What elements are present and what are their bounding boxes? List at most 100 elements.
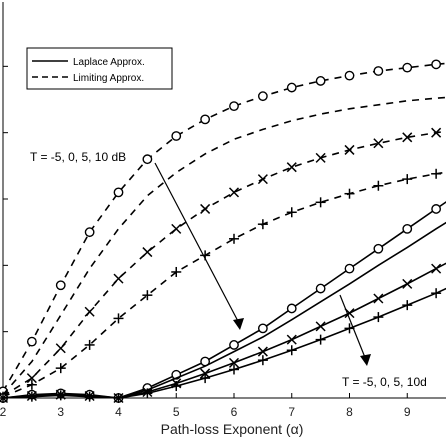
series-limiting-x-point-12-b: [344, 144, 355, 155]
series-limiting-circle-point-7: [200, 114, 211, 125]
series-limiting-circle-point-6: [171, 131, 182, 141]
series-limiting-x-point-4-b: [113, 273, 124, 284]
series-limiting-x-point-3-b: [84, 306, 95, 317]
x-tick-label-8: 8: [346, 405, 353, 419]
series-limiting-circle-point-4: [113, 187, 124, 198]
series-limiting-x-point-10: [286, 162, 297, 173]
series-limiting-plus-point-10: [286, 207, 297, 218]
series-limiting-x-point-15-b: [431, 127, 442, 138]
series-laplace-x-point-9: [257, 346, 268, 357]
series-limiting-x-point-6-b: [171, 223, 182, 234]
series-laplace-circle-point-9: [257, 323, 268, 334]
series-laplace-plus-point-13: [373, 312, 384, 323]
annotation-upper-arrowhead: [233, 318, 244, 330]
series-laplace-plus-point-6: [171, 381, 182, 392]
series-laplace-x-point-12-b: [344, 308, 355, 319]
series-limiting-x-point-2: [55, 343, 66, 354]
x-tick-label-7: 7: [288, 405, 295, 419]
series-limiting-plus-point-13: [373, 180, 384, 191]
series-laplace-plus-point-1: [26, 391, 37, 402]
x-tick-label-9: 9: [404, 405, 411, 419]
series-limiting-plus-point-2: [55, 363, 66, 374]
series-laplace-plus-point-3: [84, 391, 95, 402]
series-limiting-x-point-9: [257, 174, 268, 185]
series-limiting-x-point-1-b: [26, 373, 37, 384]
series-limiting-x-point-13: [373, 138, 384, 149]
series-limiting-none-line: [2, 96, 446, 396]
series-limiting-plus-point-11: [315, 197, 326, 208]
series-limiting-circle-point-12: [344, 70, 355, 81]
series-limiting-x-point-13-b: [373, 138, 384, 149]
series-limiting-x-point-8-b: [228, 187, 240, 198]
series-laplace-x-point-8: [228, 357, 240, 368]
series-limiting-plus-line: [2, 171, 446, 398]
series-limiting-x-point-14-b: [402, 132, 413, 143]
series-limiting-x-point-7: [200, 203, 211, 214]
series-layer: [0, 59, 446, 404]
series-laplace-plus-point-15: [431, 288, 442, 299]
series-laplace-plus-point-14: [402, 300, 413, 311]
x-tick-label-3: 3: [57, 405, 64, 419]
series-laplace-x-point-8-b: [228, 357, 240, 368]
series-laplace-x-point-10: [286, 334, 297, 345]
series-limiting-circle-point-13: [373, 66, 384, 76]
series-limiting-circle-point-5: [142, 154, 153, 165]
series-limiting-plus-point-12: [344, 188, 355, 199]
series-laplace-x-point-14-b: [402, 278, 413, 289]
series-limiting-x-point-14: [402, 132, 413, 143]
legend-box: [26, 47, 173, 90]
series-limiting-x-point-7-b: [200, 203, 211, 214]
annotation-lower: T = -5, 0, 5, 10d: [342, 375, 427, 389]
series-limiting-plus-point-8: [229, 233, 239, 244]
legend: Laplace Approx. Limiting Approx.: [26, 47, 173, 90]
series-limiting-x-point-5: [142, 247, 153, 258]
series-laplace-none-line: [2, 221, 446, 399]
series-limiting-plus-point-15: [431, 168, 442, 179]
series-limiting-x-point-1: [26, 373, 37, 384]
x-tick-label-6: 6: [231, 405, 238, 419]
series-limiting-circle-point-1: [26, 336, 37, 347]
series-limiting-circle-point-14: [402, 62, 413, 73]
series-laplace-circle-point-15: [431, 204, 442, 214]
series-laplace-plus-point-7: [200, 373, 211, 384]
series-limiting-plus-point-6: [171, 266, 182, 277]
series-laplace-x-point-11: [315, 321, 326, 332]
series-limiting-x-point-9-b: [257, 174, 268, 185]
series-limiting-circle-line: [2, 62, 446, 392]
series-laplace-plus-point-11: [315, 334, 326, 345]
series-limiting-plus-point-9: [257, 219, 268, 230]
series-limiting-plus-point-4: [113, 313, 124, 324]
series-limiting-circle-point-10: [286, 82, 297, 93]
annotation-upper: T = -5, 0, 5, 10 dB: [30, 150, 126, 164]
x-tick-label-4: 4: [115, 405, 122, 419]
series-laplace-x-point-9-b: [257, 346, 268, 357]
series-laplace-circle-point-11: [315, 283, 326, 294]
series-laplace-circle-point-10: [286, 303, 297, 314]
annotation-upper-arrow: [154, 162, 241, 326]
series-limiting-x-line: [2, 130, 446, 397]
series-limiting-circle-point-9: [257, 91, 268, 102]
series-laplace-circle-point-12: [344, 263, 355, 274]
series-limiting-circle-point-8: [229, 101, 239, 112]
series-limiting-x-point-8: [228, 187, 240, 198]
series-limiting-plus-point-5: [142, 290, 153, 301]
series-limiting-x-point-2-b: [55, 343, 66, 354]
annotation-lower-arrow: [339, 294, 367, 361]
series-laplace-x-point-15: [431, 263, 442, 274]
legend-entry-limiting: Limiting Approx.: [73, 73, 144, 84]
series-laplace-x-point-10-b: [286, 334, 297, 345]
series-laplace-x-point-13: [373, 293, 384, 304]
series-limiting-x-point-6: [171, 223, 182, 234]
legend-entry-laplace: Laplace Approx.: [73, 57, 145, 68]
series-limiting-x-point-4: [113, 273, 124, 284]
series-limiting-x-point-10-b: [286, 162, 297, 173]
ticks-layer: 2 3 4 5 6 7 8 9: [0, 65, 411, 419]
series-limiting-circle-point-3: [84, 227, 95, 238]
series-laplace-plus-point-8: [229, 364, 239, 375]
series-laplace-x-point-13-b: [373, 293, 384, 304]
x-tick-label-2: 2: [0, 405, 7, 419]
series-limiting-circle-point-11: [315, 76, 326, 86]
series-laplace-plus-point-9: [257, 355, 268, 366]
